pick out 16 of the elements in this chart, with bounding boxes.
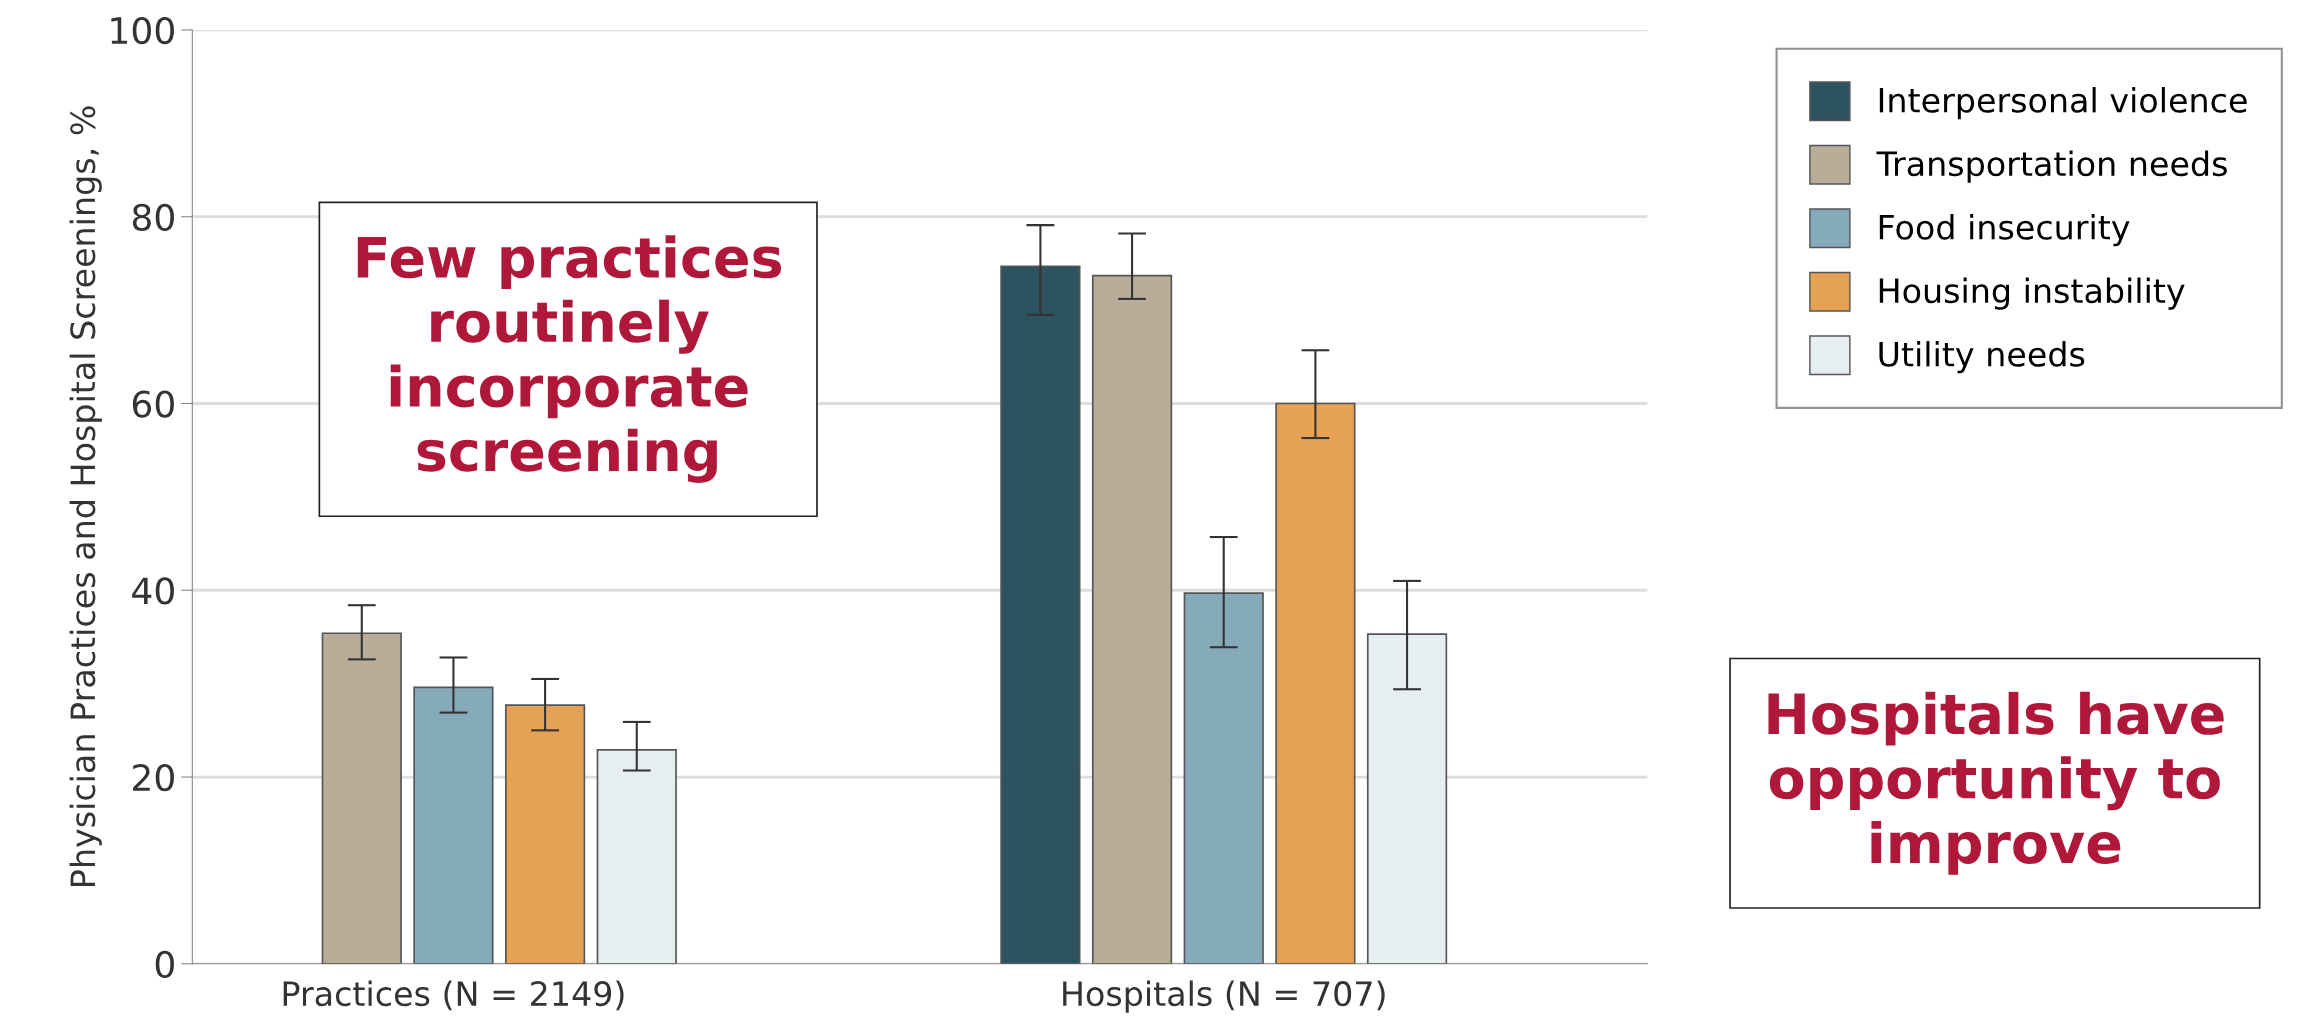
y-tick-label: 100: [111, 16, 174, 45]
y-tick-label: 60: [132, 390, 174, 418]
text: Hospitals have opportunity to improve: [1768, 691, 2224, 875]
y-tick-label: 0: [155, 950, 174, 979]
y-axis-title: Physician Practices and Hospital Screenings, %: [69, 106, 102, 886]
y-tick-label: 20: [133, 763, 174, 792]
legend-label: Interpersonal violence: [1879, 87, 2247, 120]
y-tick-label: 80: [132, 203, 174, 231]
x-tick-label: Practices (N = 2149): [283, 980, 624, 1011]
legend-label: Housing instability: [1879, 277, 2185, 310]
legend-label: Food insecurity: [1879, 214, 2130, 247]
legend-label: Utility needs: [1879, 341, 2085, 374]
y-tick-label: 40: [132, 577, 174, 605]
annotation: Few practices routinely incorporate screening: [357, 235, 781, 483]
x-tick-label: Hospitals (N = 707): [1063, 980, 1385, 1013]
legend-label: Transportation needs: [1876, 150, 2227, 183]
